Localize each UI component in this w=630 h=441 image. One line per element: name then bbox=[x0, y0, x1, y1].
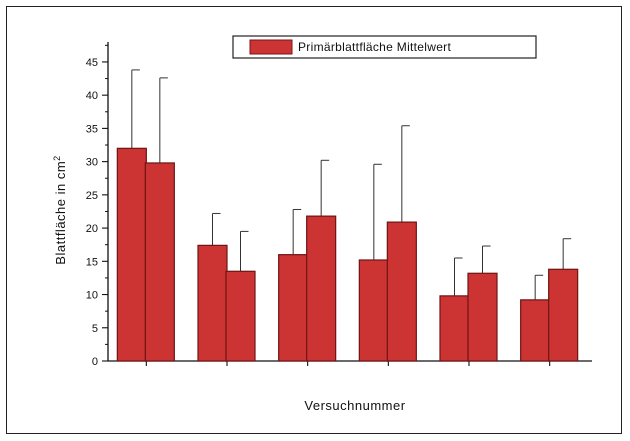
x-axis-title: Versuchnummer bbox=[304, 398, 405, 413]
legend-label: Primärblattfläche Mittelwert bbox=[298, 40, 451, 54]
y-tick-label: 10 bbox=[86, 290, 98, 302]
bar bbox=[358, 259, 389, 362]
legend-swatch bbox=[249, 39, 293, 55]
y-tick-label: 35 bbox=[86, 123, 98, 135]
bar bbox=[548, 268, 579, 362]
bar bbox=[144, 162, 175, 362]
bar bbox=[116, 147, 147, 362]
y-tick-label: 45 bbox=[86, 57, 98, 69]
y-tick-label: 30 bbox=[86, 157, 98, 169]
legend-box bbox=[232, 35, 537, 59]
y-tick-label: 5 bbox=[92, 323, 98, 335]
y-tick-label: 0 bbox=[92, 356, 98, 368]
y-tick-label: 20 bbox=[86, 223, 98, 235]
bar bbox=[197, 244, 228, 362]
y-tick-label: 25 bbox=[86, 190, 98, 202]
bar bbox=[386, 221, 417, 362]
y-axis-title: Blattfläche in cm2 bbox=[52, 155, 68, 264]
bar bbox=[306, 215, 337, 362]
bar bbox=[520, 299, 551, 362]
legend: Primärblattfläche Mittelwert bbox=[232, 35, 537, 59]
y-tick-label: 40 bbox=[86, 90, 98, 102]
y-tick-label: 15 bbox=[86, 256, 98, 268]
bar bbox=[439, 295, 470, 362]
bar bbox=[278, 254, 309, 362]
bar bbox=[225, 270, 256, 362]
bar bbox=[467, 272, 498, 362]
